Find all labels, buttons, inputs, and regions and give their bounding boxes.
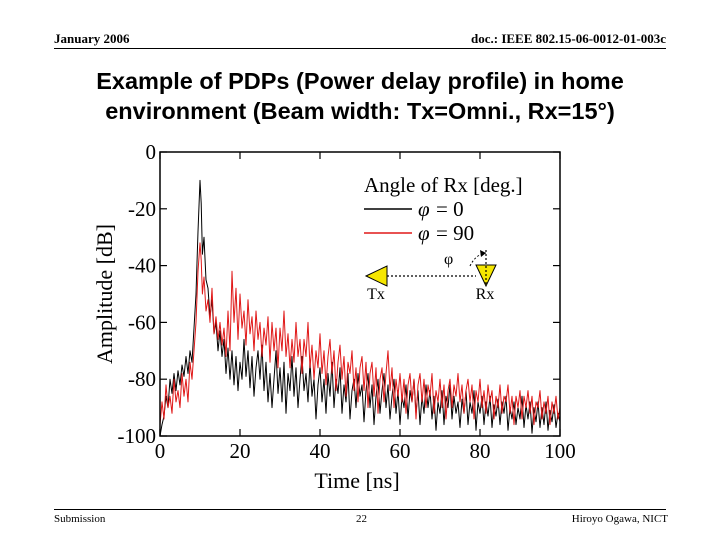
- x-tick-label: 20: [230, 439, 251, 463]
- y-tick-label: -80: [128, 367, 156, 391]
- x-tick-label: 60: [390, 439, 411, 463]
- footer-page-number: 22: [356, 513, 367, 525]
- legend: Angle of Rx [deg.] φ = 0 φ = 90: [364, 173, 523, 245]
- header-date: January 2006: [54, 31, 130, 46]
- tx-label: Tx: [367, 286, 385, 303]
- header-rule: [54, 48, 666, 49]
- x-tick-label: 100: [544, 439, 576, 463]
- y-tick-label: -20: [128, 197, 156, 221]
- rx-label: Rx: [476, 286, 495, 303]
- series-line-0: [159, 179, 561, 437]
- y-tick-label: -40: [128, 254, 156, 278]
- series-layer: [159, 179, 561, 437]
- footer-author: Hiroyo Ogawa, NICT: [571, 513, 668, 525]
- tick-layer: 0 20 40 60 80 100 0 -20 -40 -60 -80 -100: [118, 140, 576, 463]
- x-tick-label: 40: [310, 439, 331, 463]
- slide-title-line2: environment (Beam width: Tx=Omni., Rx=15…: [105, 98, 615, 124]
- y-tick-label: -60: [128, 310, 156, 334]
- tx-rx-diagram: φ Tx Rx: [364, 250, 497, 303]
- slide-title: Example of PDPs (Power delay profile) in…: [0, 66, 720, 126]
- slide-title-line1: Example of PDPs (Power delay profile) in…: [96, 68, 624, 94]
- legend-symbol-phi90: φ: [418, 221, 430, 245]
- x-tick-label: 80: [470, 439, 491, 463]
- y-tick-label: 0: [146, 140, 157, 164]
- legend-symbol-phi0: φ: [418, 197, 430, 221]
- series-line-1: [159, 242, 561, 426]
- angle-arc: [469, 252, 487, 267]
- angle-symbol: φ: [444, 251, 453, 268]
- x-tick-label: 0: [155, 439, 166, 463]
- footer-submission: Submission: [54, 513, 106, 525]
- angle-arrow-icon: [480, 250, 486, 257]
- legend-text-phi90: = 90: [436, 221, 474, 245]
- tx-triangle-icon: [364, 265, 388, 287]
- header-doc-id: doc.: IEEE 802.15-06-0012-01-003c: [471, 31, 666, 46]
- footer-rule: [54, 509, 666, 510]
- x-axis-label: Time [ns]: [314, 468, 399, 493]
- y-tick-label: -100: [118, 424, 157, 448]
- legend-title: Angle of Rx [deg.]: [364, 173, 523, 197]
- y-axis-label: Amplitude [dB]: [92, 224, 117, 364]
- legend-text-phi0: = 0: [436, 197, 464, 221]
- plot-frame: [159, 151, 561, 437]
